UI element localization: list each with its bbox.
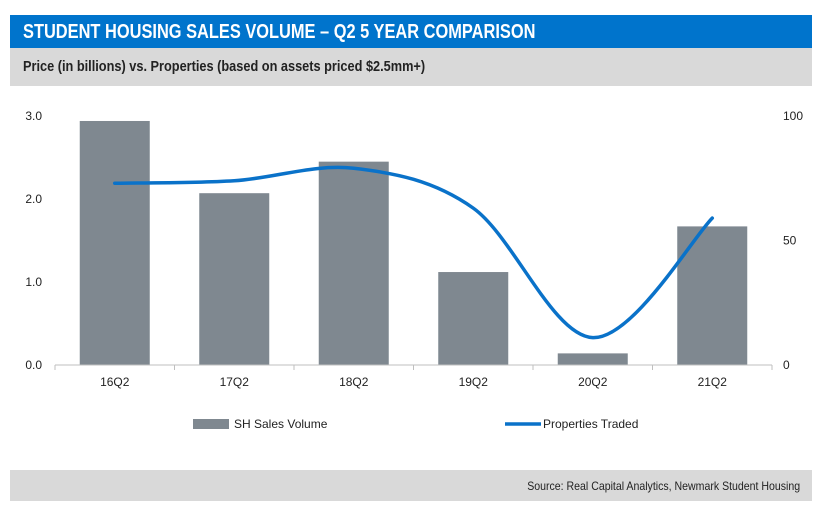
line-properties-traded [113,165,714,340]
left-axis-tick: 0.0 [25,358,42,372]
x-axis-tick: 18Q2 [339,375,369,389]
bar-16Q2 [79,120,150,365]
chart-subtitle-bar: Price (in billions) vs. Properties (base… [10,48,812,86]
x-axis-tick: 20Q2 [578,375,608,389]
x-axis-tick: 16Q2 [100,375,130,389]
bar-18Q2 [318,161,389,365]
left-axis-tick: 2.0 [25,192,42,206]
right-axis-tick: 0 [783,358,790,372]
chart-subtitle: Price (in billions) vs. Properties (base… [23,58,426,75]
source-text: Source: Real Capital Analytics, Newmark … [527,479,800,493]
source-bar: Source: Real Capital Analytics, Newmark … [10,470,812,501]
chart-title-bar: STUDENT HOUSING SALES VOLUME – Q2 5 YEAR… [10,15,812,48]
bar-19Q2 [438,272,509,365]
chart-title: STUDENT HOUSING SALES VOLUME – Q2 5 YEAR… [23,21,536,43]
left-axis-tick: 1.0 [25,275,42,289]
right-axis-tick: 50 [783,234,797,248]
legend-label-properties-traded: Properties Traded [543,417,638,431]
left-axis-tick: 3.0 [25,109,42,123]
x-axis-tick: 17Q2 [220,375,250,389]
legend-label-sales-volume: SH Sales Volume [234,417,328,431]
bar-20Q2 [557,353,628,365]
x-axis-tick: 21Q2 [698,375,728,389]
x-axis-tick: 19Q2 [459,375,489,389]
bar-17Q2 [199,193,270,365]
right-axis-tick: 100 [783,109,803,123]
legend-bar-swatch [193,419,229,429]
